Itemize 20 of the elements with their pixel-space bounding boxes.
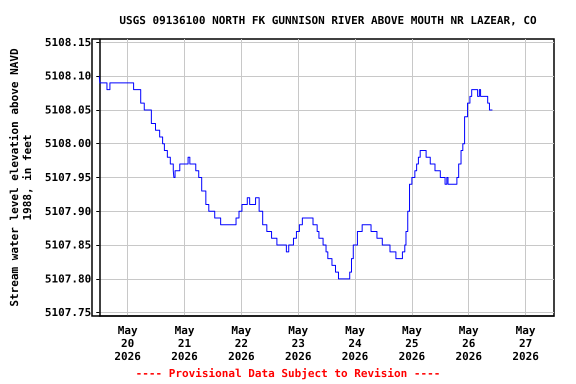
x-tick-label: May 20 2026: [114, 324, 142, 363]
y-tick-label: 5108.10: [44, 70, 92, 83]
y-tick-label: 5107.75: [44, 306, 92, 320]
x-tick-label: May 22 2026: [228, 324, 255, 363]
x-tick-label: May 26 2026: [455, 324, 482, 363]
x-tick-label: May 24 2026: [342, 324, 369, 363]
y-tick-label: 5107.90: [44, 204, 92, 218]
x-tick-label: May 27 2026: [512, 324, 540, 363]
y-tick-label: 5108.15: [44, 36, 92, 49]
chart-title: USGS 09136100 NORTH FK GUNNISON RIVER ABOVE MOUTH NR LAZEAR, CO: [119, 14, 537, 27]
x-tick-label: May 21 2026: [171, 324, 198, 363]
y-tick-label: 5108.00: [44, 137, 92, 150]
y-axis-title: Stream water level elevation above NAVD 1988, in feet: [8, 48, 34, 307]
y-tick-label: 5107.85: [44, 238, 92, 252]
y-tick-label: 5107.95: [44, 171, 92, 184]
x-tick-label: May 23 2026: [284, 324, 312, 363]
x-tick-label: May 25 2026: [398, 324, 426, 363]
y-tick-label: 5108.05: [44, 103, 92, 116]
text: ---- Provisional Data Subject to Revision ----: [136, 367, 440, 380]
y-tick-label: 5107.80: [44, 272, 92, 286]
